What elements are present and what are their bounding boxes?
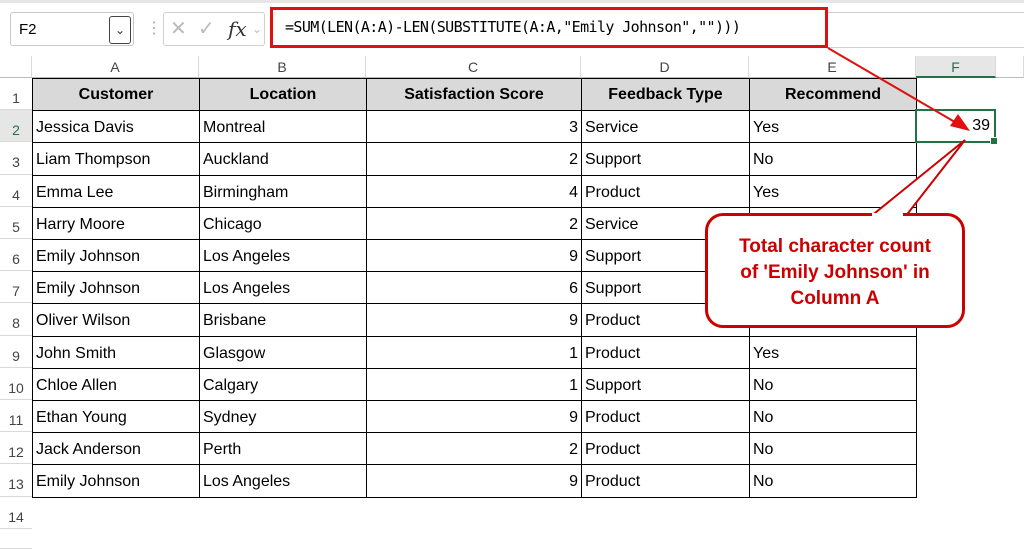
row-header-12[interactable]: 12: [0, 432, 32, 465]
arrow-head: [950, 114, 970, 131]
row-header-7[interactable]: 7: [0, 271, 32, 304]
column-header-B[interactable]: B: [199, 56, 366, 78]
callout-line: Total character count: [739, 236, 931, 257]
formula-controls: ✕ ✓ fx ⌄: [163, 12, 265, 46]
enter-icon[interactable]: ✓: [198, 18, 215, 40]
row-header-10[interactable]: 10: [0, 367, 32, 400]
row-header-1[interactable]: 1: [0, 78, 32, 111]
fill-handle[interactable]: [990, 137, 998, 145]
arrow-line: [827, 47, 961, 126]
cell-F2[interactable]: 39: [915, 109, 998, 145]
row-header-13[interactable]: 13: [0, 464, 32, 497]
column-header-E[interactable]: E: [749, 56, 916, 78]
name-box-value: F2: [19, 21, 37, 38]
more-icon: ⋮: [146, 20, 162, 37]
row-header-5[interactable]: 5: [0, 206, 32, 239]
result-value: 39: [972, 117, 990, 134]
header-cell[interactable]: Feedback Type: [581, 78, 750, 112]
formula-input[interactable]: =SUM(LEN(A:A)-LEN(SUBSTITUTE(A:A,"Emily …: [270, 7, 828, 48]
column-header-C[interactable]: C: [366, 56, 581, 78]
column-header-D[interactable]: D: [581, 56, 749, 78]
row-header-4[interactable]: 4: [0, 174, 32, 207]
column-header-A[interactable]: A: [32, 56, 199, 78]
callout-tail: [867, 139, 966, 218]
name-box[interactable]: F2 ⌄: [10, 12, 134, 46]
column-header-F[interactable]: F: [916, 56, 996, 78]
row-header-8[interactable]: 8: [0, 303, 32, 336]
row-header-14[interactable]: 14: [0, 496, 32, 529]
callout-line: of 'Emily Johnson' in: [740, 262, 930, 283]
callout-line: Column A: [790, 288, 880, 309]
cancel-icon[interactable]: ✕: [170, 18, 187, 40]
row-header-6[interactable]: 6: [0, 239, 32, 272]
table-cell[interactable]: No: [749, 464, 917, 498]
row-header-9[interactable]: 9: [0, 335, 32, 368]
fx-icon[interactable]: fx: [228, 17, 247, 41]
ribbon-edge: [0, 0, 1024, 3]
chevron-down-icon[interactable]: ⌄: [109, 16, 131, 44]
row-header-3[interactable]: 3: [0, 142, 32, 175]
select-all-corner[interactable]: [0, 56, 32, 78]
formula-bar-extension: [828, 12, 1024, 48]
row-header-2[interactable]: 2: [0, 110, 32, 143]
callout-box: Total character count of 'Emily Johnson'…: [705, 213, 965, 328]
row-header-11[interactable]: 11: [0, 400, 32, 433]
chevron-down-icon[interactable]: ⌄: [252, 22, 263, 36]
header-cell[interactable]: Customer: [32, 78, 200, 112]
